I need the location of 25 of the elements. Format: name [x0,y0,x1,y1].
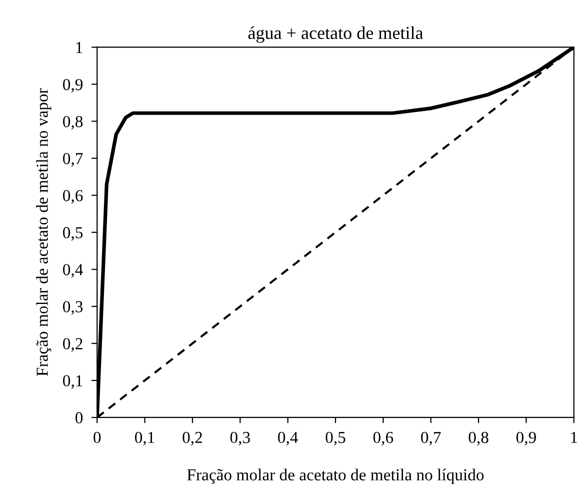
x-tick-label: 0 [94,432,101,444]
x-axis-title: Fração molar de acetato de metila no líquido [187,468,484,484]
x-tick-label: 0,4 [278,432,298,446]
y-tick-label: 0,1 [63,375,82,389]
y-tick-label: 0,5 [63,227,83,241]
x-tick-label: 1 [571,432,578,443]
y-tick-label: 0,9 [63,78,83,93]
x-tick-label: 0,3 [230,432,250,446]
y-tick-label: 0 [76,412,83,424]
x-tick-label: 0,9 [516,432,536,446]
y-axis-title: Fração molar de acetato de metila no vapor [36,88,52,376]
x-tick-label: 0,1 [135,432,154,446]
x-tick-label: 0,6 [373,432,394,446]
x-tick-label: 0,7 [421,432,441,446]
y-tick-label: 0,4 [63,264,83,278]
x-tick-label: 0,2 [182,432,202,446]
y-tick-label: 1 [76,42,82,53]
y-tick-label: 0,2 [63,338,82,352]
x-tick-label: 0,8 [468,432,488,446]
x-tick-label: 0,5 [326,432,346,446]
y-tick-label: 0,3 [63,301,83,315]
y-tick-label: 0,6 [63,190,83,204]
y-tick-label: 0,7 [63,152,83,167]
y-tick-label: 0,8 [63,116,83,130]
chart-title: água + acetato de metila [248,26,424,43]
